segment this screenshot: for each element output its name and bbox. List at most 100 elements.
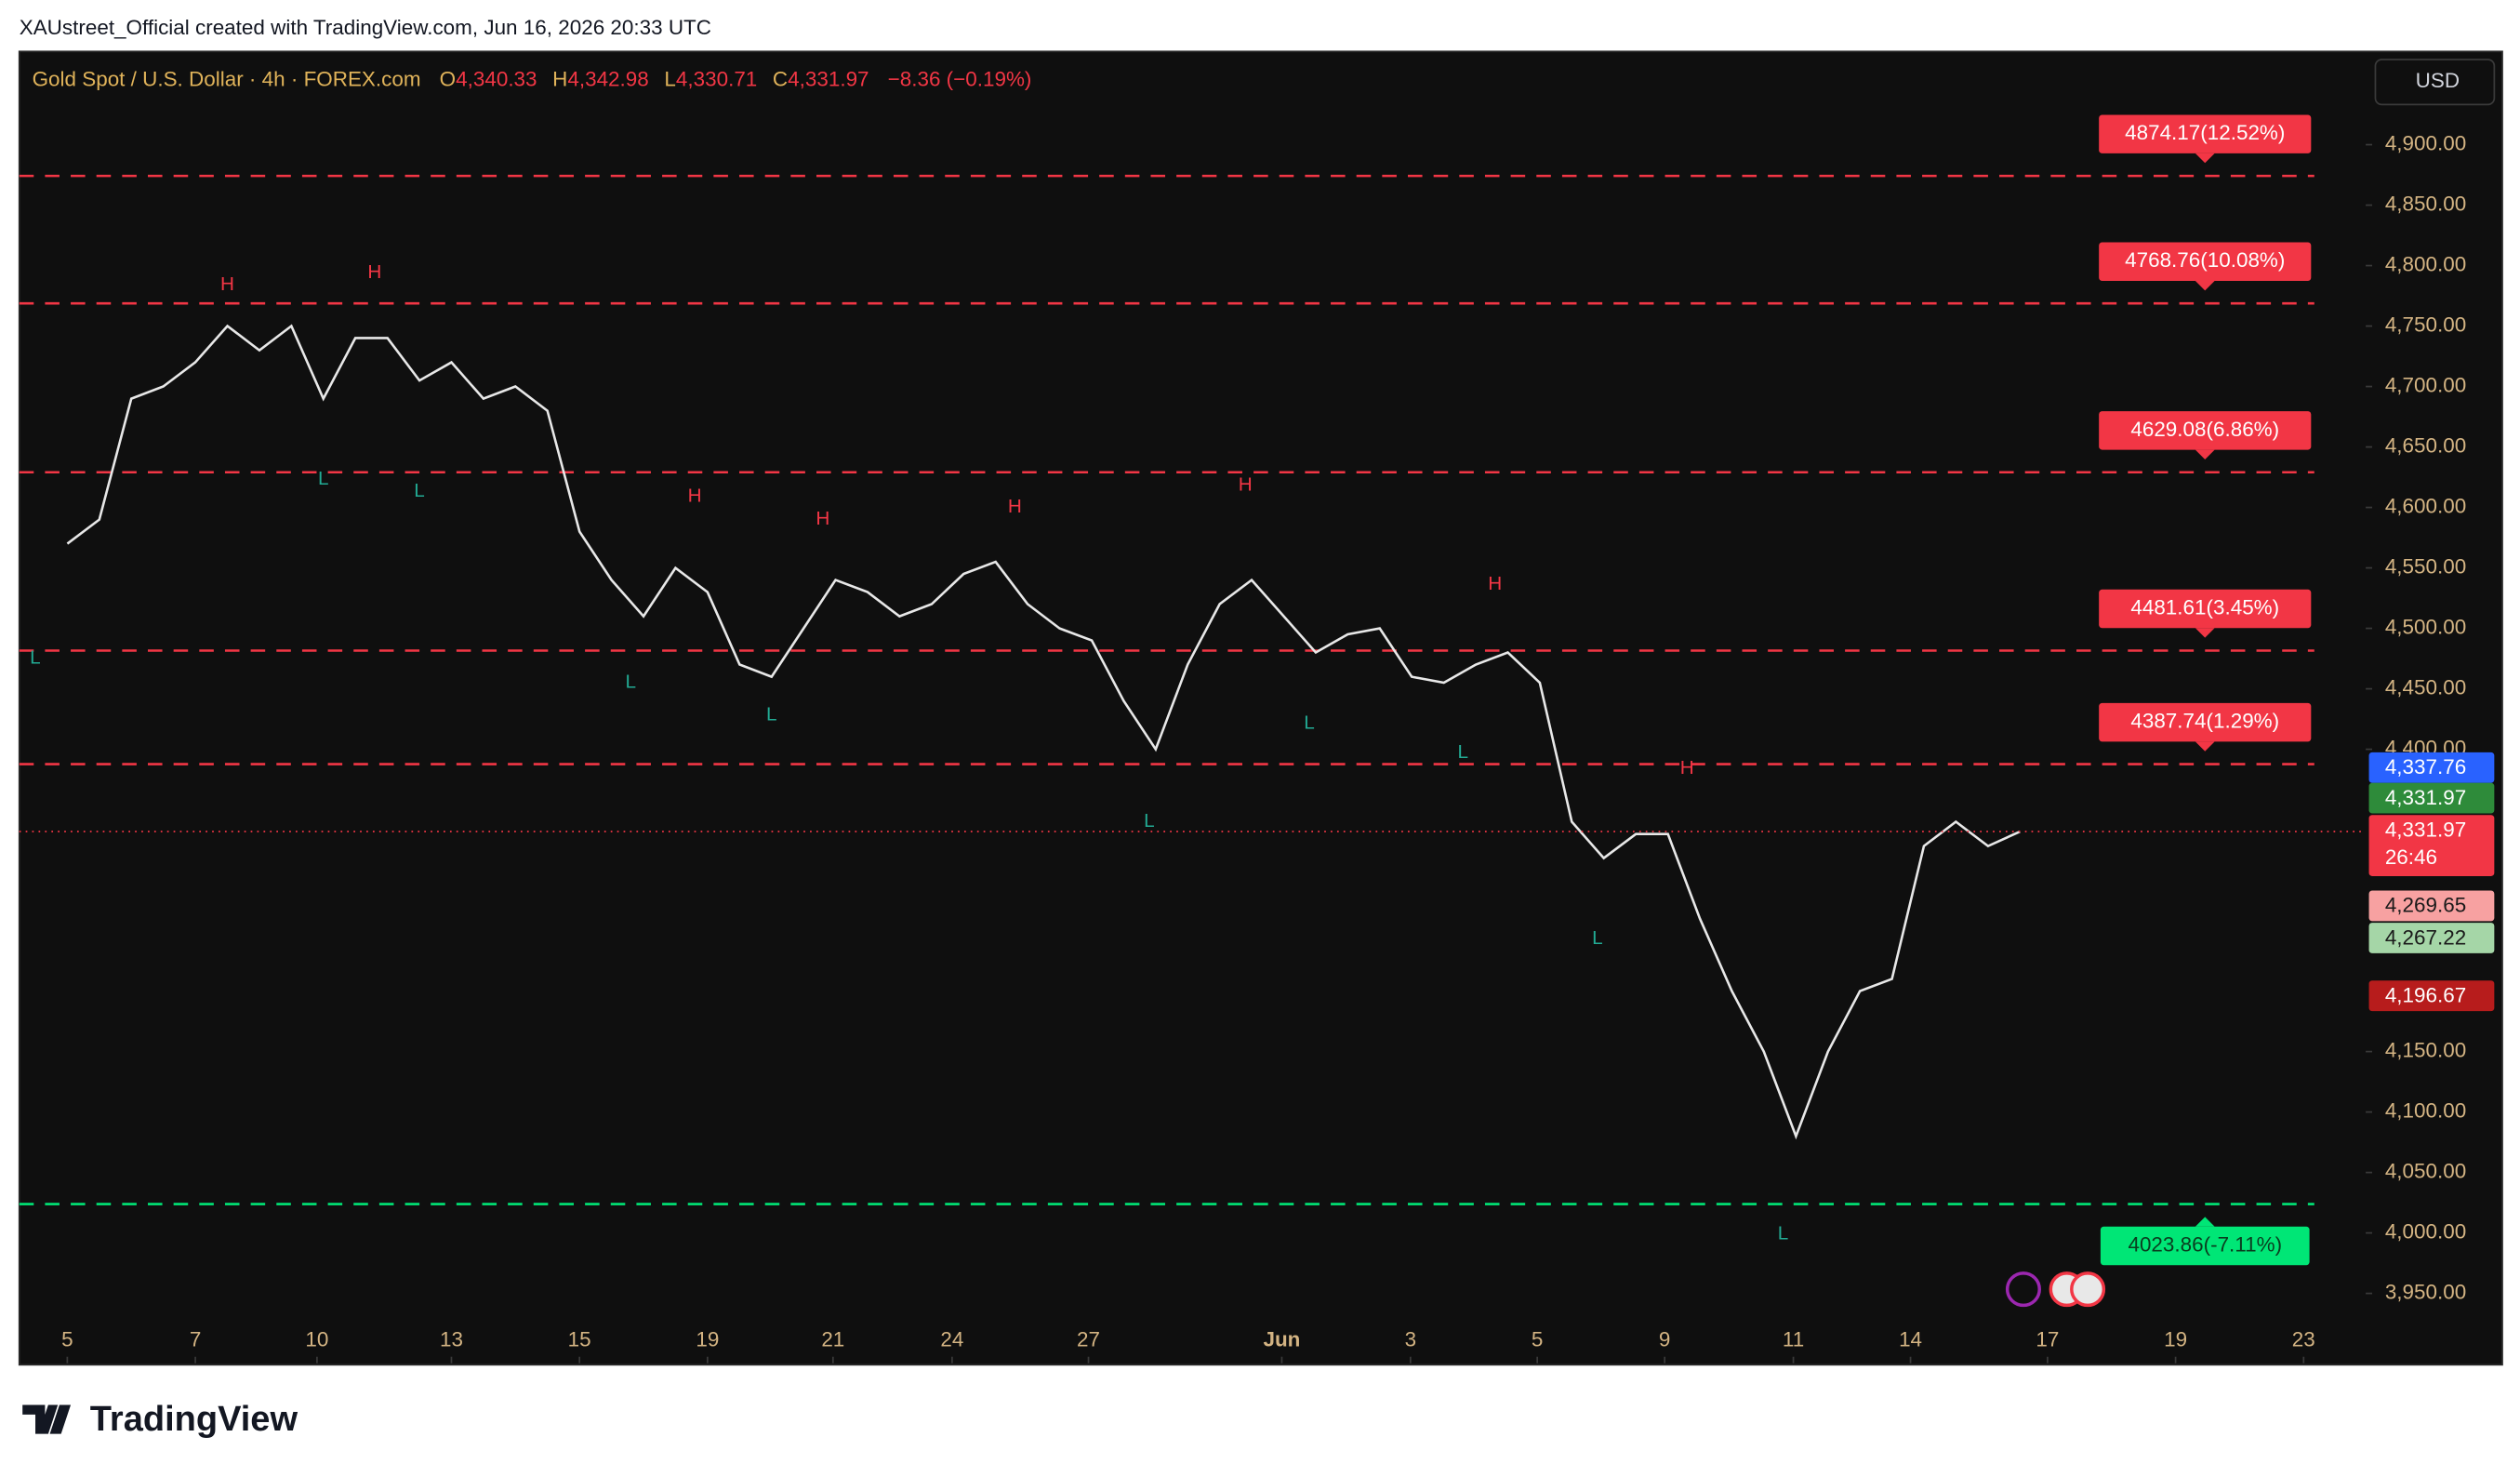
logo-mark xyxy=(22,1404,72,1434)
currency: USD xyxy=(2416,69,2460,92)
price-label-box xyxy=(2368,890,2495,922)
pivot-label: L xyxy=(766,704,777,725)
x-tick-label: 11 xyxy=(1783,1327,1804,1351)
level-label: 4768.76(10.08%) xyxy=(2125,248,2285,272)
level-label-notch xyxy=(2195,153,2215,164)
pivot-label: L xyxy=(1592,927,1603,949)
level-label-notch xyxy=(2195,1217,2215,1227)
price-label: 4,337.76 xyxy=(2385,755,2466,778)
legend-key: L xyxy=(664,67,676,90)
x-tick-label: 27 xyxy=(1077,1327,1100,1351)
level-label: 4481.61(3.45%) xyxy=(2130,595,2279,619)
y-tick-label: 4,000.00 xyxy=(2385,1220,2466,1244)
y-tick-label: 4,050.00 xyxy=(2385,1160,2466,1183)
pivot-label: H xyxy=(367,261,381,283)
price-label: 4,269.65 xyxy=(2385,894,2466,917)
price-label-box xyxy=(2368,815,2495,876)
level-label-box xyxy=(2099,589,2312,629)
legend-change: −8.36 (−0.19%) xyxy=(888,67,1032,90)
x-tick-label: 5 xyxy=(1532,1327,1544,1351)
y-tick-label: 4,700.00 xyxy=(2385,374,2466,397)
level-label-notch xyxy=(2195,628,2215,638)
event-icons xyxy=(2005,1271,2106,1308)
x-tick-label: 19 xyxy=(696,1327,719,1351)
level-label-box xyxy=(2099,242,2312,281)
level-label-notch xyxy=(2195,449,2215,459)
currency-button[interactable] xyxy=(2374,59,2496,106)
legend-key: C xyxy=(773,67,788,90)
x-tick-label: 13 xyxy=(440,1327,463,1351)
y-tick-label: 4,500.00 xyxy=(2385,616,2466,639)
x-tick-label: 7 xyxy=(190,1327,202,1351)
level-label-box xyxy=(2099,114,2312,153)
pivot-label: H xyxy=(220,273,234,295)
level-label: 4874.17(12.52%) xyxy=(2125,121,2285,144)
logo-text: TradingView xyxy=(90,1400,298,1439)
x-tick-label: 19 xyxy=(2164,1327,2187,1351)
legend-key: O xyxy=(440,67,456,90)
y-tick-label: 4,850.00 xyxy=(2385,192,2466,215)
legend-value: 4,340.33 xyxy=(456,67,537,90)
event-icon[interactable] xyxy=(2070,1271,2106,1308)
level-label-notch xyxy=(2195,280,2215,291)
x-tick-label: Jun xyxy=(1263,1327,1300,1351)
caption: XAUstreet_Official created with TradingV… xyxy=(20,16,711,39)
y-tick-label: 4,750.00 xyxy=(2385,313,2466,336)
legend-value: 4,342.98 xyxy=(567,67,648,90)
price-label-box xyxy=(2368,980,2495,1012)
x-tick-label: 15 xyxy=(568,1327,591,1351)
y-tick-label: 4,550.00 xyxy=(2385,555,2466,579)
legend-key: H xyxy=(552,67,567,90)
price-line xyxy=(66,324,2021,1140)
pivot-label: L xyxy=(1778,1222,1789,1244)
y-tick-label: 4,650.00 xyxy=(2385,434,2466,458)
x-tick-label: 21 xyxy=(821,1327,844,1351)
price-label: 4,196.67 xyxy=(2385,984,2466,1007)
logo: TradingView xyxy=(22,1400,298,1439)
price-label: 4,331.97 xyxy=(2385,786,2466,809)
x-tick-label: 3 xyxy=(1405,1327,1417,1351)
price-label-box xyxy=(2368,782,2495,814)
symbol-title: Gold Spot / U.S. Dollar · 4h · FOREX.com xyxy=(33,67,421,90)
pivot-label: H xyxy=(1239,474,1253,496)
pivot-label: H xyxy=(688,485,702,506)
level-label-box xyxy=(2099,411,2312,450)
y-tick-label: 4,800.00 xyxy=(2385,252,2466,275)
pivot-label: L xyxy=(318,468,329,489)
y-tick-label: 4,600.00 xyxy=(2385,495,2466,518)
pivot-label: L xyxy=(30,647,41,669)
pivot-label: L xyxy=(1458,741,1469,763)
event-icon[interactable] xyxy=(2005,1271,2041,1308)
pivot-label: L xyxy=(625,672,636,693)
y-tick-label: 4,100.00 xyxy=(2385,1099,2466,1123)
price-label-box xyxy=(2368,923,2495,953)
x-tick-label: 23 xyxy=(2292,1327,2315,1351)
pivot-label: L xyxy=(1144,810,1155,832)
x-tick-label: 14 xyxy=(1899,1327,1922,1351)
legend-value: 4,331.97 xyxy=(788,67,869,90)
y-tick-label: 3,950.00 xyxy=(2385,1281,2466,1304)
y-tick-label: 4,450.00 xyxy=(2385,676,2466,699)
x-tick-label: 5 xyxy=(61,1327,73,1351)
level-label-box xyxy=(2099,702,2312,742)
price-label-box xyxy=(2368,752,2495,783)
level-label: 4387.74(1.29%) xyxy=(2130,710,2279,733)
pivot-label: H xyxy=(816,508,829,529)
level-label-box xyxy=(2100,1226,2310,1266)
x-tick-label: 24 xyxy=(940,1327,963,1351)
level-label: 4023.86(-7.11%) xyxy=(2128,1232,2282,1256)
pivot-label: H xyxy=(1680,757,1694,778)
chart-panel xyxy=(18,50,2503,1366)
pivot-label: L xyxy=(414,480,425,501)
price-label: 4,267.22 xyxy=(2385,925,2466,949)
pivot-label: H xyxy=(1008,496,1022,517)
pivot-label: H xyxy=(1488,573,1502,594)
x-tick-label: 10 xyxy=(305,1327,328,1351)
pivot-label: L xyxy=(1304,712,1315,734)
y-tick-label: 4,150.00 xyxy=(2385,1039,2466,1062)
countdown: 26:46 xyxy=(2385,845,2437,869)
x-tick-label: 17 xyxy=(2036,1327,2059,1351)
level-label-notch xyxy=(2195,741,2215,752)
